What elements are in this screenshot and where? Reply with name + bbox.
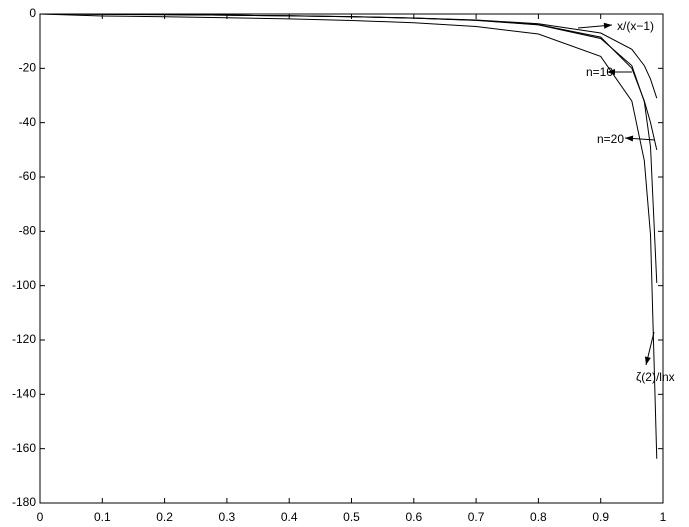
x-tick-label: 0.2 [156,510,173,524]
x-tick-label: 0.9 [592,510,609,524]
arrow-head [644,356,651,365]
annotation-label: n=20 [597,132,624,146]
x-tick-label: 0.6 [405,510,422,524]
axes-box [39,13,664,504]
x-tick-label: 0.5 [343,510,360,524]
arrow-head [607,69,615,75]
series-line [39,13,658,99]
x-tick-label: 0.7 [468,510,485,524]
y-tick-label: -120 [12,332,36,346]
x-tick-label: 0.3 [219,510,236,524]
x-tick-label: 1 [660,510,667,524]
y-tick-label: -160 [12,441,36,455]
x-tick-label: 0 [37,510,44,524]
y-tick-label: -20 [19,61,37,75]
y-tick-label: -40 [19,115,37,129]
annotation-label: x/(x−1) [617,19,654,33]
y-tick-label: -100 [12,278,36,292]
y-tick-label: 0 [29,6,36,20]
x-tick-label: 0.1 [94,510,111,524]
x-tick-label: 0.4 [281,510,298,524]
y-tick-label: -140 [12,387,36,401]
y-tick-label: -180 [12,495,36,509]
arrow-head [625,135,634,142]
annotation-label: ζ(2)/lnx [636,370,675,384]
annotation-label: n=10 [586,65,613,79]
series-line [39,13,658,459]
x-tick-label: 0.8 [530,510,547,524]
y-tick-label: -60 [19,169,37,183]
arrow-head [603,22,612,29]
y-tick-label: -80 [19,224,37,238]
series-line [39,13,658,150]
series-line [39,13,658,283]
